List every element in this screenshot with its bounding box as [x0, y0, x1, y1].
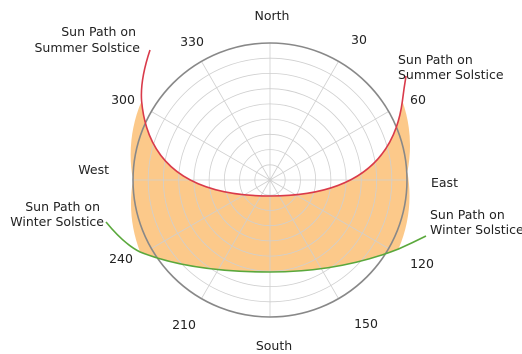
bearing-label-300: 300: [111, 92, 135, 107]
horizon-ring: [132, 42, 408, 318]
summer-right-line-1: Sun Path on: [398, 52, 473, 67]
bearing-label-60: 60: [410, 92, 426, 107]
azimuth-spoke: [269, 179, 339, 299]
daylight-area: [130, 101, 410, 272]
summer-solstice-label-left: Sun Path on Summer Solstice: [34, 24, 140, 55]
bearing-label-330: 330: [180, 34, 204, 49]
north-label: North: [255, 8, 290, 23]
winter-left-line-1: Sun Path on: [25, 199, 100, 214]
azimuth-spoke: [269, 111, 389, 181]
west-label: West: [78, 162, 109, 177]
bearing-label-30: 30: [351, 32, 367, 47]
winter-left-line-2: Winter Solstice: [10, 214, 104, 229]
summer-left-line-1: Sun Path on: [61, 24, 136, 39]
summer-right-line-2: Summer Solstice: [398, 67, 504, 82]
azimuth-spoke: [201, 179, 271, 299]
winter-solstice-path: [105, 221, 427, 273]
bearing-label-210: 210: [172, 317, 196, 332]
azimuth-spoke: [269, 179, 389, 249]
azimuth-spoke: [151, 179, 271, 249]
bearing-label-120: 120: [410, 256, 434, 271]
winter-solstice-label-left: Sun Path on Winter Solstice: [10, 199, 104, 229]
summer-solstice-label-right: Sun Path on Summer Solstice: [398, 52, 504, 82]
summer-solstice-path: [140, 49, 407, 197]
east-label: East: [431, 175, 458, 190]
azimuth-spoke: [201, 61, 271, 181]
bearing-label-150: 150: [354, 316, 378, 331]
winter-right-line-2: Winter Solstice: [430, 222, 522, 237]
bearing-label-240: 240: [109, 251, 133, 266]
winter-right-line-1: Sun Path on: [430, 207, 505, 222]
south-label: South: [256, 338, 292, 353]
azimuth-spokes: [133, 43, 407, 317]
azimuth-spoke: [151, 111, 271, 181]
summer-left-line-2: Summer Solstice: [34, 40, 140, 55]
winter-solstice-label-right: Sun Path on Winter Solstice: [430, 207, 522, 237]
azimuth-spoke: [269, 61, 339, 181]
